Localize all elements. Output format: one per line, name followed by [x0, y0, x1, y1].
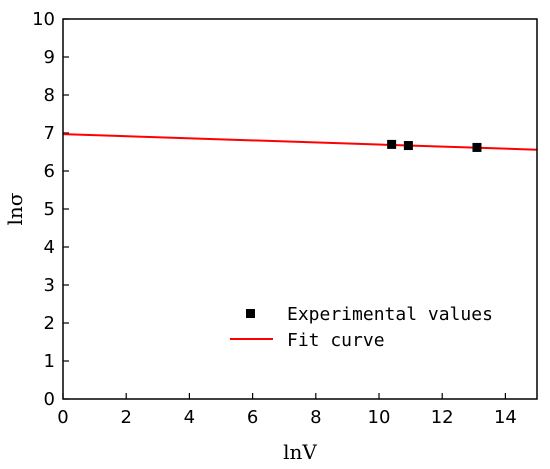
- data-point: [472, 142, 482, 152]
- data-point: [403, 141, 413, 151]
- fit-curve-line: [62, 133, 538, 151]
- x-tick-label: 2: [120, 407, 131, 428]
- fit-curve-layer: [62, 133, 538, 151]
- points-layer: [387, 139, 482, 152]
- y-tick-label: 3: [44, 275, 55, 296]
- data-point: [387, 139, 397, 149]
- y-axis-label: lnσ: [3, 192, 27, 225]
- legend-marker-experimental: [246, 309, 255, 318]
- legend: Experimental values Fit curve: [230, 304, 493, 351]
- legend-label-experimental: Experimental values: [287, 304, 493, 325]
- x-tick-label: 4: [184, 407, 195, 428]
- x-tick-label: 12: [431, 407, 454, 428]
- x-tick-label: 10: [368, 407, 391, 428]
- x-tick-label: 14: [494, 407, 517, 428]
- x-tick-label: 6: [247, 407, 258, 428]
- x-axis-label: lnV: [283, 440, 317, 464]
- y-tick-label: 1: [44, 351, 55, 372]
- y-tick-label: 2: [44, 313, 55, 334]
- y-tick-label: 0: [44, 389, 55, 410]
- y-tick-label: 7: [44, 123, 55, 144]
- y-tick-label: 10: [32, 9, 55, 30]
- plot-frame: [62, 18, 538, 400]
- y-tick-label: 6: [44, 161, 55, 182]
- y-tick-label: 4: [44, 237, 55, 258]
- y-tick-label: 5: [44, 199, 55, 220]
- x-tick-label: 8: [310, 407, 321, 428]
- y-tick-label: 8: [44, 85, 55, 106]
- x-tick-label: 0: [57, 407, 68, 428]
- y-tick-label: 9: [44, 47, 55, 68]
- legend-label-fit: Fit curve: [287, 330, 385, 351]
